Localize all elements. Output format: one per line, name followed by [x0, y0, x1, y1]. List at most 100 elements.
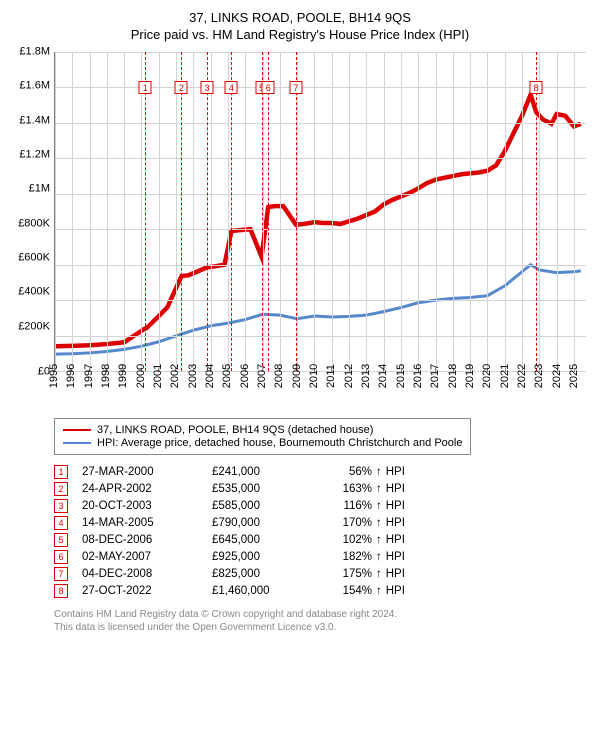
event-marker-line — [296, 52, 297, 371]
gridline-vertical — [401, 52, 402, 371]
x-axis-label: 2019 — [464, 364, 476, 388]
transaction-date: 02-MAY-2007 — [82, 551, 212, 563]
transaction-row: 827-OCT-2022£1,460,000154%↑HPI — [54, 584, 586, 598]
legend-label: HPI: Average price, detached house, Bour… — [97, 437, 462, 449]
chart-title-subtitle: Price paid vs. HM Land Registry's House … — [14, 27, 586, 42]
transaction-diff-suffix: HPI — [386, 568, 405, 580]
transaction-row: 127-MAR-2000£241,00056%↑HPI — [54, 465, 586, 479]
transaction-marker: 8 — [54, 584, 68, 598]
legend-item: HPI: Average price, detached house, Bour… — [63, 437, 462, 449]
transaction-date: 14-MAR-2005 — [82, 517, 212, 529]
transaction-diff-suffix: HPI — [386, 534, 405, 546]
event-marker-line — [262, 52, 263, 371]
gridline-vertical — [522, 52, 523, 371]
transaction-price: £925,000 — [212, 551, 322, 563]
transaction-price: £241,000 — [212, 466, 322, 478]
transaction-diff-suffix: HPI — [386, 500, 405, 512]
gridline-vertical — [176, 52, 177, 371]
event-marker: 4 — [225, 81, 238, 94]
gridline-vertical — [487, 52, 488, 371]
event-marker: 2 — [175, 81, 188, 94]
y-axis-label: £0 — [14, 366, 50, 377]
y-axis-label: £1.4M — [14, 115, 50, 126]
up-arrow-icon: ↑ — [376, 534, 382, 546]
up-arrow-icon: ↑ — [376, 483, 382, 495]
y-axis: £1.8M£1.6M£1.4M£1.2M£1M£800K£600K£400K£2… — [14, 52, 54, 372]
x-axis-label: 1995 — [48, 364, 60, 388]
x-axis-label: 1996 — [65, 364, 77, 388]
transaction-date: 08-DEC-2006 — [82, 534, 212, 546]
transaction-diff-pct: 163% — [322, 483, 372, 495]
chart-legend: 37, LINKS ROAD, POOLE, BH14 9QS (detache… — [54, 418, 471, 455]
gridline-horizontal — [55, 194, 586, 195]
gridline-vertical — [574, 52, 575, 371]
event-marker-line — [536, 52, 537, 371]
transaction-date: 24-APR-2002 — [82, 483, 212, 495]
transaction-diff-suffix: HPI — [386, 517, 405, 529]
event-marker: 3 — [201, 81, 214, 94]
x-axis-label: 2007 — [256, 364, 268, 388]
up-arrow-icon: ↑ — [376, 551, 382, 563]
gridline-horizontal — [55, 87, 586, 88]
gridline-vertical — [470, 52, 471, 371]
gridline-horizontal — [55, 158, 586, 159]
up-arrow-icon: ↑ — [376, 517, 382, 529]
gridline-vertical — [228, 52, 229, 371]
transaction-date: 20-OCT-2003 — [82, 500, 212, 512]
transaction-marker: 6 — [54, 550, 68, 564]
footer-line-2: This data is licensed under the Open Gov… — [54, 621, 586, 634]
gridline-vertical — [366, 52, 367, 371]
transaction-diff-pct: 175% — [322, 568, 372, 580]
gridline-horizontal — [55, 300, 586, 301]
x-axis-label: 2006 — [239, 364, 251, 388]
x-axis-label: 2012 — [343, 364, 355, 388]
x-axis-label: 2018 — [447, 364, 459, 388]
legend-item: 37, LINKS ROAD, POOLE, BH14 9QS (detache… — [63, 424, 462, 436]
x-axis-label: 1998 — [100, 364, 112, 388]
event-marker: 8 — [530, 81, 543, 94]
x-axis-label: 2025 — [568, 364, 580, 388]
event-marker-line — [145, 52, 146, 371]
transaction-row: 6 02-MAY-2007£925,000182% ↑ HPI — [54, 550, 586, 564]
gridline-vertical — [349, 52, 350, 371]
y-axis-label: £800K — [14, 218, 50, 229]
gridline-horizontal — [55, 265, 586, 266]
x-axis-label: 2009 — [291, 364, 303, 388]
transaction-diff-pct: 182% — [322, 551, 372, 563]
transaction-diff-suffix: HPI — [386, 483, 405, 495]
gridline-vertical — [505, 52, 506, 371]
gridline-vertical — [55, 52, 56, 371]
transaction-diff-suffix: HPI — [386, 466, 405, 478]
transaction-marker: 7 — [54, 567, 68, 581]
gridline-vertical — [90, 52, 91, 371]
series-line-hpi — [55, 265, 581, 354]
y-axis-label: £200K — [14, 321, 50, 332]
x-axis-label: 2016 — [412, 364, 424, 388]
legend-swatch — [63, 429, 91, 431]
transaction-diff-pct: 116% — [322, 500, 372, 512]
gridline-vertical — [245, 52, 246, 371]
x-axis-label: 2005 — [221, 364, 233, 388]
gridline-vertical — [141, 52, 142, 371]
event-marker-line — [268, 52, 269, 371]
footer-attribution: Contains HM Land Registry data © Crown c… — [54, 608, 586, 634]
y-axis-label: £1.6M — [14, 81, 50, 92]
x-axis-label: 2001 — [152, 364, 164, 388]
footer-line-1: Contains HM Land Registry data © Crown c… — [54, 608, 586, 621]
transaction-marker: 4 — [54, 516, 68, 530]
transaction-diff-pct: 56% — [322, 466, 372, 478]
gridline-vertical — [539, 52, 540, 371]
legend-swatch — [63, 442, 91, 444]
x-axis-label: 2002 — [169, 364, 181, 388]
y-axis-label: £600K — [14, 252, 50, 263]
transaction-marker: 3 — [54, 499, 68, 513]
transaction-date: 27-MAR-2000 — [82, 466, 212, 478]
event-marker: 6 — [262, 81, 275, 94]
transaction-row: 224-APR-2002£535,000163%↑HPI — [54, 482, 586, 496]
gridline-vertical — [297, 52, 298, 371]
transaction-date: 27-OCT-2022 — [82, 585, 212, 597]
gridline-vertical — [107, 52, 108, 371]
gridline-horizontal — [55, 123, 586, 124]
transaction-diff-suffix: HPI — [386, 551, 405, 563]
event-marker-line — [231, 52, 232, 371]
